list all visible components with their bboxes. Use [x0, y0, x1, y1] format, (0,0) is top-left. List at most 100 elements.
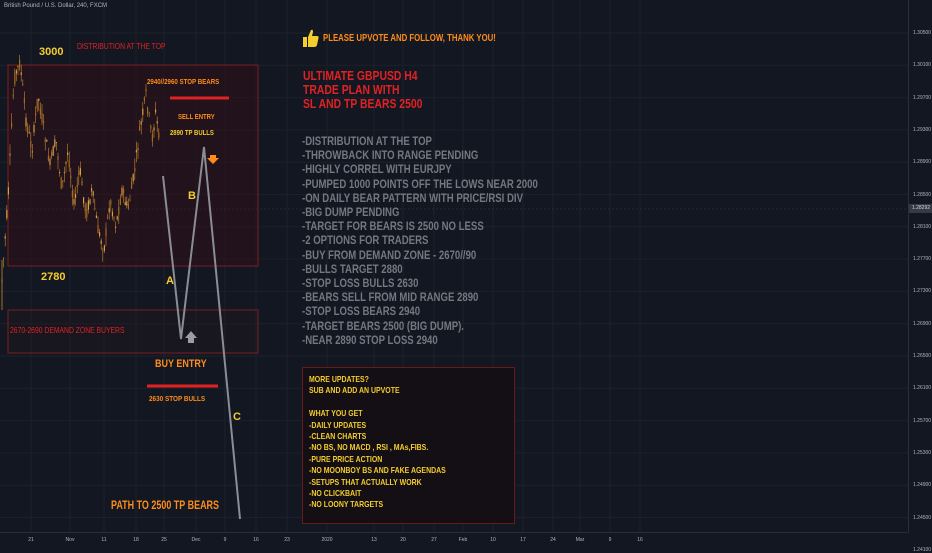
candle-body: [110, 200, 112, 205]
candle-body: [116, 216, 118, 220]
price-axis-label: 1.26500: [913, 353, 932, 359]
candle-body: [84, 204, 86, 212]
wave-b-label: B: [188, 190, 196, 202]
buy-entry-label: BUY ENTRY: [155, 358, 207, 370]
candle-body: [129, 199, 131, 201]
candle-body: [41, 113, 43, 123]
updates-line: -NO MOONBOY BS AND FAKE AGENDAS: [309, 465, 446, 476]
price-axis-label: 1.28100: [913, 223, 932, 230]
candle-body: [54, 139, 56, 147]
price-axis-label: 1.27300: [913, 288, 932, 295]
updates-box: MORE UPDATES? SUB AND ADD AN UPVOTE WHAT…: [302, 367, 515, 524]
price-axis-label: 1.25300: [913, 449, 932, 456]
updates-line: -PURE PRICE ACTION: [309, 453, 383, 464]
candle-body: [132, 174, 134, 182]
candle-body: [35, 113, 37, 116]
time-axis-label: 21: [28, 537, 34, 543]
list-item: -PUMPED 1000 POINTS OFF THE LOWS NEAR 20…: [302, 176, 538, 191]
candle-body: [33, 125, 35, 133]
candle-body: [27, 127, 29, 133]
candle-body: [86, 208, 88, 218]
candle-body: [17, 65, 19, 67]
time-axis[interactable]: 21 Nov 11 18 25 Dec 9 16 23 2020 13 20 27 Feb 10 17 24 Ma…: [0, 532, 908, 551]
time-axis-label: 9: [223, 537, 227, 543]
list-item: -TARGET FOR BEARS IS 2500 NO LESS: [302, 219, 484, 234]
time-axis-label: 20: [400, 537, 406, 543]
candle-body: [121, 187, 123, 196]
tp-bulls-label: 2890 TP BULLS: [170, 130, 214, 137]
price-axis-label: 1.30500: [913, 30, 932, 36]
candle-body: [148, 113, 150, 115]
candle-body: [78, 170, 80, 176]
list-item: -NEAR 2890 STOP LOSS 2940: [302, 332, 438, 347]
candle-body: [126, 201, 128, 206]
list-item: -BULLS TARGET 2880: [302, 261, 403, 276]
time-axis-label: Dec: [191, 537, 201, 543]
candle-body: [91, 188, 93, 192]
buy-arrow-icon: [185, 331, 197, 343]
price-axis-label: 1.28900: [913, 159, 932, 166]
candle-body: [49, 158, 51, 165]
time-axis-label: Mar: [575, 537, 585, 543]
updates-line: -NO BS, NO MACD , RSI , MAs,FIBS.: [309, 442, 429, 453]
list-item: -THROWBACK INTO RANGE PENDING: [302, 148, 479, 163]
candle-body: [23, 98, 25, 104]
time-axis-label: 16: [637, 537, 643, 543]
candle-body: [113, 217, 115, 219]
candle-body: [111, 211, 113, 217]
updates-line: -SETUPS THAT ACTUALLY WORK: [309, 476, 422, 487]
candle-body: [47, 156, 49, 161]
candle-body: [150, 125, 152, 129]
candle-body: [68, 160, 70, 168]
plan-title: ULTIMATE GBPUSD H4 TRADE PLAN WITH SL AN…: [303, 69, 422, 111]
candle-body: [140, 121, 142, 125]
candle-body: [83, 197, 85, 204]
price-axis-label: 1.27700: [913, 256, 932, 263]
candle-body: [145, 88, 147, 92]
upvote-text: PLEASE UPVOTE AND FOLLOW, THANK YOU!: [323, 33, 496, 44]
price-axis-label: 1.26900: [913, 320, 932, 327]
price-axis-label: 1.29300: [913, 126, 932, 133]
time-axis-label: 9: [608, 537, 612, 543]
candle-body: [12, 94, 14, 97]
candle-body: [105, 228, 107, 237]
symbol-title: British Pound / U.S. Dollar, 240, FXCM: [4, 3, 108, 9]
time-axis-label: 18: [133, 537, 139, 543]
candle-body: [134, 168, 136, 172]
candle-body: [107, 216, 109, 218]
candle-body: [92, 191, 94, 196]
price-axis-label: 1.29700: [913, 94, 932, 101]
candle-body: [155, 109, 157, 113]
updates-line: [309, 397, 446, 408]
candle-body: [20, 72, 22, 76]
candle-body: [131, 182, 133, 189]
candle-body: [95, 215, 97, 219]
candle-body: [57, 155, 59, 161]
list-item: -ON DAILY BEAR PATTERN WITH PRICE/RSI DI…: [302, 190, 523, 205]
candle-body: [142, 108, 144, 116]
candle-body: [158, 132, 160, 138]
candle-body: [123, 189, 125, 194]
distribution-label: DISTRIBUTION AT THE TOP: [77, 41, 166, 51]
updates-line: -DAILY UPDATES: [309, 419, 367, 430]
candle-body: [46, 139, 48, 142]
current-price-badge: 1.28292: [909, 204, 932, 213]
candle-body: [25, 117, 27, 127]
updates-line: -CLEAN CHARTS: [309, 431, 367, 442]
candle-body: [15, 70, 17, 74]
candle-body: [59, 171, 61, 174]
candle-body: [30, 140, 32, 148]
price-axis[interactable]: 1.28292 1.30500 1.30100 1.29700 1.29300 1.28…: [908, 0, 932, 553]
candle-body: [4, 236, 6, 239]
candle-body: [39, 108, 41, 115]
candle-body: [137, 148, 139, 150]
time-axis-label: 23: [284, 537, 290, 543]
list-item: -BEARS SELL FROM MID RANGE 2890: [302, 290, 479, 305]
list-item: -BIG DUMP PENDING: [302, 205, 400, 220]
candle-body: [7, 187, 9, 195]
chart-area[interactable]: British Pound / U.S. Dollar, 240, FXCM 3…: [0, 0, 908, 532]
candle-body: [9, 153, 11, 156]
plan-title-line: ULTIMATE GBPUSD H4: [303, 68, 418, 83]
time-axis-label: 16: [253, 537, 259, 543]
candle-body: [70, 175, 72, 179]
